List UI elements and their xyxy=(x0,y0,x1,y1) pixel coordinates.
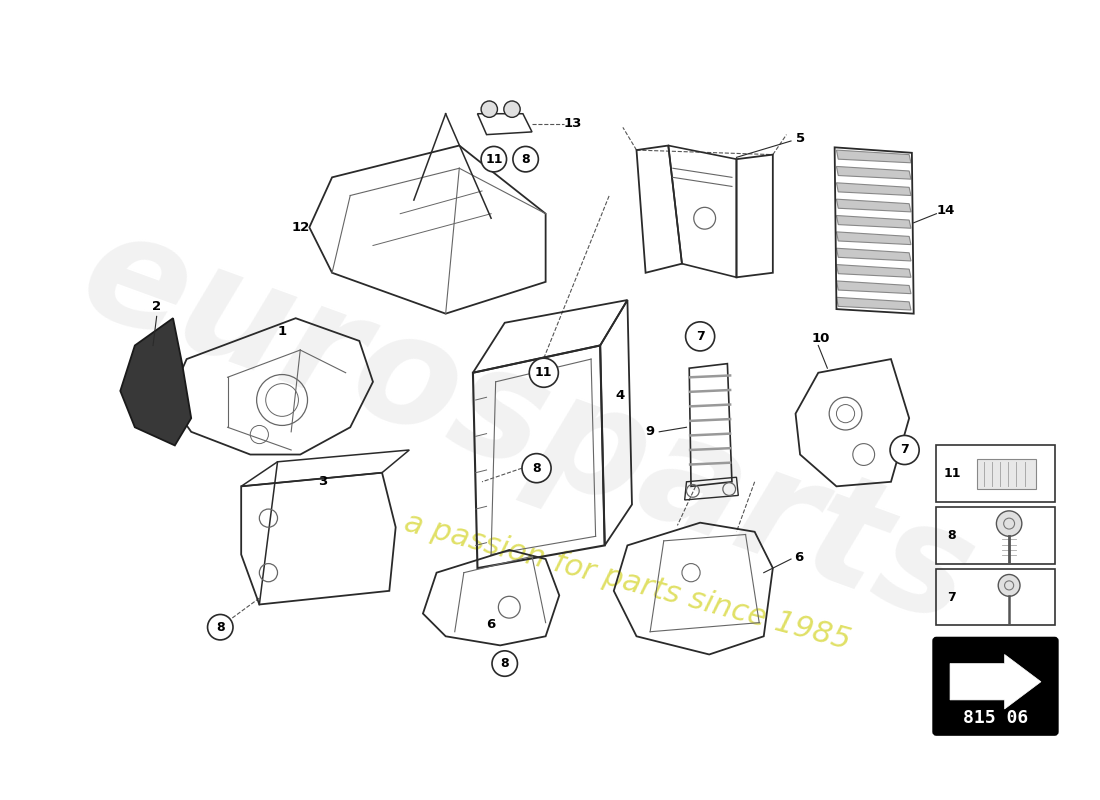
Text: 4: 4 xyxy=(616,389,625,402)
Text: 8: 8 xyxy=(216,621,224,634)
Text: 3: 3 xyxy=(318,475,328,488)
Text: 5: 5 xyxy=(795,132,805,145)
Text: 11: 11 xyxy=(943,467,960,480)
Polygon shape xyxy=(950,654,1041,709)
Text: 12: 12 xyxy=(292,221,309,234)
Text: 10: 10 xyxy=(812,332,830,345)
Text: 8: 8 xyxy=(521,153,530,166)
Text: 9: 9 xyxy=(646,426,654,438)
Bar xyxy=(936,507,1055,563)
Circle shape xyxy=(890,435,920,465)
Text: 11: 11 xyxy=(535,366,552,379)
Polygon shape xyxy=(977,459,1036,489)
Text: 7: 7 xyxy=(900,443,909,457)
Text: 7: 7 xyxy=(696,330,704,343)
Text: 815 06: 815 06 xyxy=(962,709,1028,727)
Text: 6: 6 xyxy=(794,550,803,564)
FancyBboxPatch shape xyxy=(934,638,1057,734)
Polygon shape xyxy=(836,166,911,179)
Circle shape xyxy=(529,358,559,387)
Text: 6: 6 xyxy=(486,618,496,631)
Polygon shape xyxy=(836,298,911,310)
Text: 1: 1 xyxy=(277,326,287,338)
Text: 13: 13 xyxy=(563,118,582,130)
Polygon shape xyxy=(836,199,911,212)
Circle shape xyxy=(481,101,497,118)
Polygon shape xyxy=(836,182,911,195)
Polygon shape xyxy=(836,248,911,261)
Circle shape xyxy=(513,146,538,172)
Text: 8: 8 xyxy=(500,657,509,670)
Text: 14: 14 xyxy=(936,205,955,218)
Text: 11: 11 xyxy=(485,153,503,166)
Circle shape xyxy=(208,614,233,640)
Polygon shape xyxy=(836,281,911,294)
Circle shape xyxy=(504,101,520,118)
Polygon shape xyxy=(836,215,911,228)
Text: 7: 7 xyxy=(947,590,956,604)
Polygon shape xyxy=(120,318,191,446)
Text: a passion for parts since 1985: a passion for parts since 1985 xyxy=(402,508,854,655)
Text: 8: 8 xyxy=(532,462,541,474)
Circle shape xyxy=(685,322,715,351)
Polygon shape xyxy=(836,232,911,245)
Polygon shape xyxy=(836,265,911,278)
Text: eurosparts: eurosparts xyxy=(63,198,992,658)
Circle shape xyxy=(481,146,506,172)
Circle shape xyxy=(997,511,1022,536)
Circle shape xyxy=(492,651,517,676)
Bar xyxy=(936,446,1055,502)
Circle shape xyxy=(998,574,1020,596)
Polygon shape xyxy=(836,150,911,163)
Circle shape xyxy=(522,454,551,482)
Bar xyxy=(936,569,1055,626)
Text: 2: 2 xyxy=(152,300,162,313)
Text: 8: 8 xyxy=(947,529,956,542)
